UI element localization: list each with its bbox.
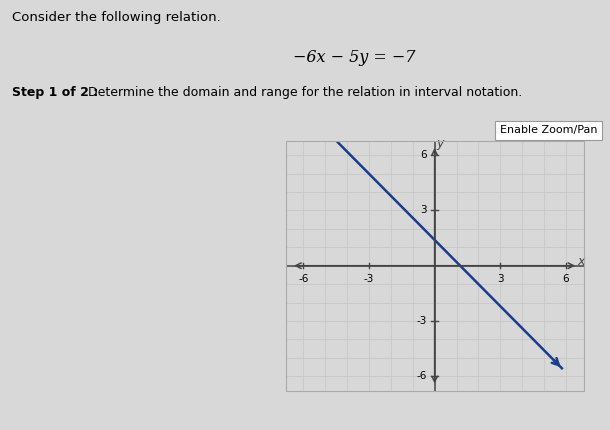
Text: Step 1 of 2 :: Step 1 of 2 :: [12, 86, 98, 99]
Bar: [285, 141, 584, 391]
Text: x: x: [578, 255, 585, 267]
Text: y: y: [436, 137, 444, 150]
Text: Determine the domain and range for the relation in interval notation.: Determine the domain and range for the r…: [84, 86, 522, 99]
Text: −6x − 5y = −7: −6x − 5y = −7: [293, 49, 415, 67]
Text: Consider the following relation.: Consider the following relation.: [12, 11, 221, 24]
Text: Enable Zoom/Pan: Enable Zoom/Pan: [500, 125, 597, 135]
Text: -3: -3: [364, 274, 374, 284]
Text: 6: 6: [420, 150, 427, 160]
Text: -6: -6: [417, 371, 427, 381]
Text: -3: -3: [417, 316, 427, 326]
Text: -6: -6: [298, 274, 309, 284]
Text: 6: 6: [563, 274, 569, 284]
Text: 3: 3: [497, 274, 504, 284]
Text: 3: 3: [420, 206, 427, 215]
